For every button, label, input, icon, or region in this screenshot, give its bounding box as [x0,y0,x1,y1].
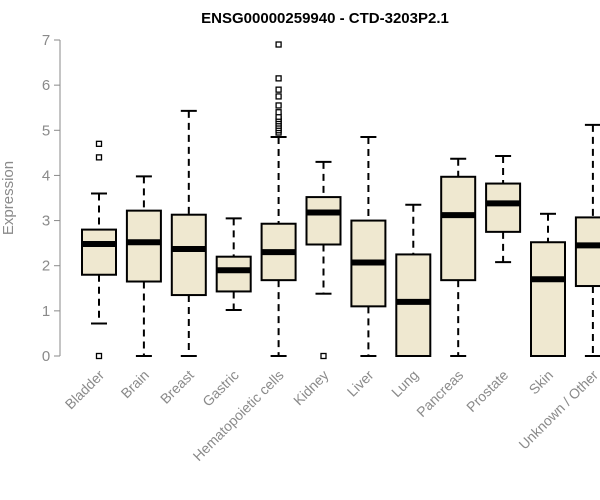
box-lung [395,203,432,357]
box-prostate [485,155,522,264]
x-tick-label: Lung [388,367,421,400]
box-iqr [125,209,162,283]
box-unknown-other [574,123,600,357]
chart-title: ENSG00000259940 - CTD-3203P2.1 [201,10,449,27]
y-tick-label: 5 [42,122,50,139]
box-iqr [440,175,477,282]
box-iqr [81,228,117,276]
y-tick-label: 2 [42,258,50,275]
x-tick-label: Gastric [199,367,242,410]
outlier-point [95,140,103,147]
x-tick-label: Unknown / Other [515,367,600,453]
x-tick-label: Kidney [290,367,332,409]
box-skin [530,212,566,358]
box-iqr [305,196,342,246]
box-brain [125,175,162,357]
x-tick-label: Breast [157,367,197,407]
box-bladder [81,140,117,360]
y-axis-label: Expression [0,161,17,235]
outlier-point [275,41,282,48]
x-tick-label: Prostate [463,367,511,415]
box-breast [170,109,207,357]
boxes-group [81,41,600,360]
outlier-point [95,352,103,360]
y-tick-label: 6 [42,77,50,94]
y-tick-label: 3 [42,213,50,230]
box-iqr [170,213,207,297]
box-iqr [574,216,600,288]
box-hematopoietic-cells [260,41,297,357]
outlier-point [275,109,282,116]
outlier-point [320,352,327,360]
outlier-point [275,75,282,82]
box-iqr [530,241,566,358]
y-tick-label: 7 [42,32,50,49]
outlier-point [275,86,282,93]
x-tick-label: Brain [118,367,152,401]
y-tick-label: 4 [42,167,50,184]
box-pancreas [440,157,477,357]
box-gastric [215,217,252,311]
box-iqr [395,253,432,357]
outlier-point [275,93,282,100]
box-kidney [305,160,342,360]
x-tick-label: Liver [344,367,377,400]
y-tick-label: 1 [42,303,50,320]
box-iqr [215,255,252,293]
outlier-point [95,154,103,161]
box-liver [350,136,387,357]
y-axis: 0 1 2 3 4 5 6 7 [42,32,61,365]
x-tick-label: Pancreas [413,367,466,420]
y-tick-label: 0 [42,348,50,365]
x-tick-label: Bladder [62,367,108,413]
box-iqr [485,182,522,233]
outlier-point [275,102,282,109]
x-tick-label: Skin [526,367,557,398]
